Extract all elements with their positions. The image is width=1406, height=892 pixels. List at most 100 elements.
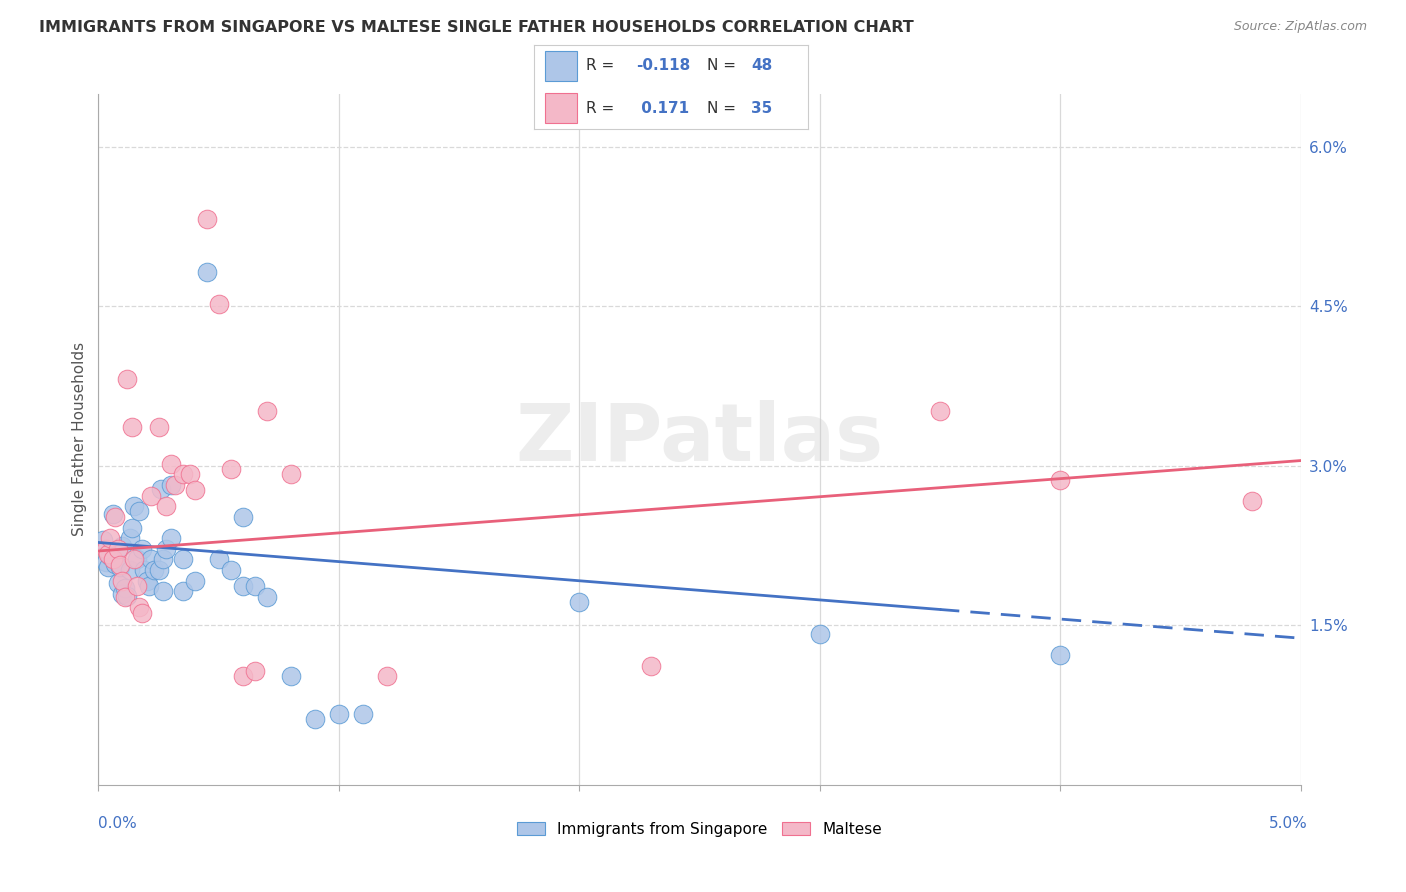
Point	[111, 574, 134, 588]
Point	[232, 669, 254, 683]
Point	[94, 541, 117, 556]
Point	[152, 552, 174, 566]
Text: N =: N =	[707, 58, 741, 73]
Point	[568, 595, 591, 609]
Point	[155, 541, 177, 556]
Point	[1241, 494, 1264, 508]
Point	[195, 212, 218, 227]
Point	[232, 510, 254, 524]
Point	[104, 557, 127, 571]
Point	[179, 467, 201, 482]
Point	[91, 533, 114, 548]
Point	[640, 658, 662, 673]
Point	[165, 478, 187, 492]
Y-axis label: Single Father Households: Single Father Households	[72, 343, 87, 536]
FancyBboxPatch shape	[546, 51, 576, 81]
Point	[121, 419, 143, 434]
Point	[121, 520, 143, 534]
Text: N =: N =	[707, 101, 741, 116]
Point	[125, 579, 148, 593]
Text: 5.0%: 5.0%	[1268, 816, 1308, 830]
Point	[100, 531, 122, 545]
Point	[219, 563, 242, 577]
Point	[172, 467, 194, 482]
Point	[124, 552, 146, 566]
Point	[243, 664, 266, 678]
Point	[125, 552, 148, 566]
Point	[148, 563, 170, 577]
Point	[131, 606, 153, 620]
Point	[280, 467, 302, 482]
Point	[128, 503, 150, 517]
Point	[114, 590, 136, 604]
Point	[117, 589, 139, 603]
Point	[172, 552, 194, 566]
Point	[232, 579, 254, 593]
Point	[159, 531, 181, 545]
Legend: Immigrants from Singapore, Maltese: Immigrants from Singapore, Maltese	[510, 815, 889, 843]
Point	[114, 581, 136, 595]
Point	[183, 483, 205, 498]
Text: 0.0%: 0.0%	[98, 816, 138, 830]
Point	[118, 563, 141, 577]
Point	[195, 265, 218, 279]
Point	[97, 547, 120, 561]
Point	[172, 584, 194, 599]
Point	[149, 483, 172, 497]
Point	[929, 403, 952, 417]
Point	[152, 584, 174, 599]
Point	[108, 558, 131, 572]
Point	[352, 706, 374, 721]
Point	[159, 457, 181, 471]
Point	[107, 541, 129, 556]
FancyBboxPatch shape	[546, 93, 576, 123]
Point	[256, 403, 278, 417]
Point	[138, 579, 160, 593]
Point	[104, 510, 127, 524]
Point	[328, 706, 350, 721]
Point	[183, 574, 205, 588]
Point	[256, 590, 278, 604]
Point	[280, 669, 302, 683]
Text: 35: 35	[751, 101, 772, 116]
Point	[808, 627, 831, 641]
Point	[108, 560, 131, 574]
Point	[208, 297, 231, 311]
Point	[159, 478, 181, 492]
Point	[101, 507, 124, 521]
Point	[97, 560, 120, 574]
Point	[155, 500, 177, 514]
Point	[304, 712, 326, 726]
Point	[107, 575, 129, 590]
Text: Source: ZipAtlas.com: Source: ZipAtlas.com	[1233, 20, 1367, 33]
Point	[1049, 473, 1071, 487]
Point	[135, 574, 157, 588]
Point	[111, 539, 134, 553]
Point	[243, 579, 266, 593]
Point	[132, 563, 155, 577]
Point	[219, 462, 242, 476]
Point	[111, 586, 134, 600]
Point	[141, 552, 163, 566]
Text: IMMIGRANTS FROM SINGAPORE VS MALTESE SINGLE FATHER HOUSEHOLDS CORRELATION CHART: IMMIGRANTS FROM SINGAPORE VS MALTESE SIN…	[39, 20, 914, 35]
Point	[1049, 648, 1071, 663]
Point	[148, 419, 170, 434]
Text: -0.118: -0.118	[636, 58, 690, 73]
Point	[94, 555, 117, 569]
Point	[101, 552, 124, 566]
Point	[141, 489, 163, 503]
Text: R =: R =	[586, 101, 620, 116]
Point	[118, 531, 141, 545]
Point	[124, 500, 146, 514]
Point	[208, 552, 231, 566]
Point	[375, 669, 398, 683]
Text: ZIPatlas: ZIPatlas	[516, 401, 883, 478]
Text: 0.171: 0.171	[636, 101, 689, 116]
Point	[100, 549, 122, 564]
Point	[142, 563, 165, 577]
Point	[131, 541, 153, 556]
Point	[128, 600, 150, 615]
Point	[117, 372, 139, 386]
Text: 48: 48	[751, 58, 772, 73]
Text: R =: R =	[586, 58, 620, 73]
